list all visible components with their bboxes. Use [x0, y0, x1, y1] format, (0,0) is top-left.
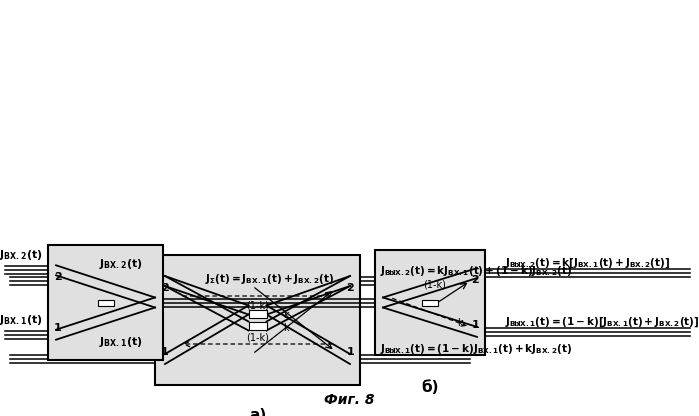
- Bar: [97, 300, 113, 305]
- Text: k: k: [282, 310, 288, 320]
- Text: $\mathbf{J_{\Sigma}(t)=J_{BX.1}(t)+J_{BX.2}(t)}$: $\mathbf{J_{\Sigma}(t)=J_{BX.1}(t)+J_{BX…: [205, 272, 333, 287]
- Text: 1: 1: [346, 347, 354, 357]
- Bar: [422, 300, 438, 305]
- Text: 2: 2: [346, 283, 354, 293]
- Text: $\mathbf{J_{BX.1}(t)}$: $\mathbf{J_{BX.1}(t)}$: [0, 313, 43, 327]
- Text: $\mathbf{J_{BX.1}(t)}$: $\mathbf{J_{BX.1}(t)}$: [99, 335, 143, 349]
- Text: (1-k): (1-k): [424, 280, 447, 290]
- Text: 1: 1: [471, 320, 479, 330]
- Text: k: k: [282, 323, 288, 333]
- Text: 1: 1: [54, 323, 62, 333]
- Text: а): а): [249, 408, 266, 416]
- Text: 1: 1: [161, 347, 168, 357]
- Text: 2: 2: [471, 275, 479, 285]
- Text: k: k: [457, 317, 463, 327]
- Text: 2: 2: [54, 272, 62, 282]
- Text: $\mathbf{J_{B\!b\!I\!X.2}(t)=kJ_{BX.1}(t)+(1-k)J_{BX.2}(t)}$: $\mathbf{J_{B\!b\!I\!X.2}(t)=kJ_{BX.1}(t…: [380, 264, 572, 278]
- Bar: [375, 250, 485, 355]
- Text: $\mathbf{J_{B\!b\!I\!X.1}(t)=(1-k)J_{BX.1}(t)+kJ_{BX.2}(t)}$: $\mathbf{J_{B\!b\!I\!X.1}(t)=(1-k)J_{BX.…: [380, 342, 572, 356]
- Text: (1-k): (1-k): [246, 332, 269, 342]
- Text: $\mathbf{J_{BX.2}(t)}$: $\mathbf{J_{BX.2}(t)}$: [0, 248, 43, 262]
- Bar: [48, 245, 163, 360]
- Bar: [249, 322, 266, 330]
- Bar: [155, 255, 360, 385]
- Text: $\mathbf{J_{B\!b\!I\!X.1}(t)=(1-k)[J_{BX.1}(t)+J_{BX.2}(t)]}$: $\mathbf{J_{B\!b\!I\!X.1}(t)=(1-k)[J_{BX…: [505, 315, 699, 329]
- Text: б): б): [421, 381, 439, 396]
- Text: $\mathbf{J_{B\!b\!I\!X.2}(t)=k[J_{BX.1}(t)+J_{BX.2}(t)]}$: $\mathbf{J_{B\!b\!I\!X.2}(t)=k[J_{BX.1}(…: [505, 257, 670, 270]
- Text: 2: 2: [161, 283, 168, 293]
- Text: $\mathbf{J_{BX.2}(t)}$: $\mathbf{J_{BX.2}(t)}$: [99, 257, 143, 271]
- Text: (1-k): (1-k): [246, 301, 269, 311]
- Text: Фиг. 8: Фиг. 8: [324, 393, 374, 407]
- Bar: [249, 310, 266, 318]
